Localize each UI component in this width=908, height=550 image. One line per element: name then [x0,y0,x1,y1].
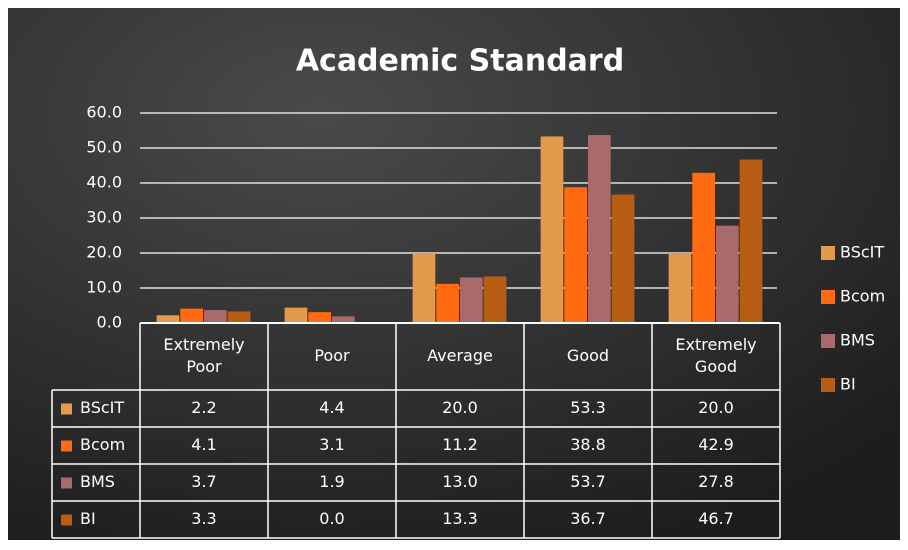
bar [412,253,436,323]
table-value: 20.0 [442,398,478,417]
legend-label: BScIT [840,243,884,262]
bar [483,276,507,323]
table-value: 38.8 [570,435,606,454]
table-legend-key [61,440,72,452]
bar [611,194,635,323]
bar [180,308,203,323]
bar [308,312,331,323]
bar [460,277,483,323]
chart-title: Academic Standard [296,44,624,79]
table-value: 2.2 [191,398,216,417]
table-value: 20.0 [698,398,734,417]
table-value: 0.0 [319,509,344,528]
bar [564,187,587,323]
table-value: 36.7 [570,509,606,528]
bar [692,172,715,323]
table-value: 13.3 [442,509,478,528]
table-value: 13.0 [442,472,478,491]
y-tick-label: 40.0 [86,173,122,192]
table-row-label: Bcom [80,435,125,454]
legend-label: BMS [840,331,875,350]
table-row-label: BI [80,509,96,528]
table-legend-key [61,514,72,526]
y-tick-label: 30.0 [86,208,122,227]
y-tick-label: 10.0 [86,278,122,297]
table-legend-key [61,477,72,489]
table-header: Good [567,346,609,365]
table-value: 3.7 [191,472,216,491]
table-value: 42.9 [698,435,734,454]
table-value: 3.3 [191,509,216,528]
legend-key [821,334,835,348]
bar [540,136,564,323]
table-value: 53.3 [570,398,606,417]
table-header: Poor [314,346,350,365]
table-value: 27.8 [698,472,734,491]
bar [227,311,251,323]
y-tick-label: 20.0 [86,243,122,262]
legend-key [821,378,835,392]
bar [332,316,355,323]
bar [284,307,308,323]
legend-key [821,290,835,304]
bar [588,135,611,323]
table-value: 53.7 [570,472,606,491]
y-tick-label: 60.0 [86,103,122,122]
table-value: 1.9 [319,472,344,491]
table-row-label: BMS [80,472,115,491]
table-legend-key [61,403,72,415]
table-header: Extremely Poor [163,335,244,376]
table-value: 46.7 [698,509,734,528]
table-value: 11.2 [442,435,478,454]
table-value: 4.4 [319,398,344,417]
legend-key [821,246,835,260]
bar [739,159,763,323]
table-value: 4.1 [191,435,216,454]
background [8,8,900,540]
table-value: 3.1 [319,435,344,454]
bar [204,310,227,323]
y-tick-label: 0.0 [97,313,122,332]
y-tick-label: 50.0 [86,138,122,157]
legend-label: BI [840,375,856,394]
bar [436,283,459,323]
table-row-label: BScIT [80,398,124,417]
legend-label: Bcom [840,287,885,306]
bar [668,253,692,323]
bar [716,225,739,323]
bar [156,315,180,323]
table-header: Extremely Good [675,335,756,376]
table-header: Average [427,346,493,365]
